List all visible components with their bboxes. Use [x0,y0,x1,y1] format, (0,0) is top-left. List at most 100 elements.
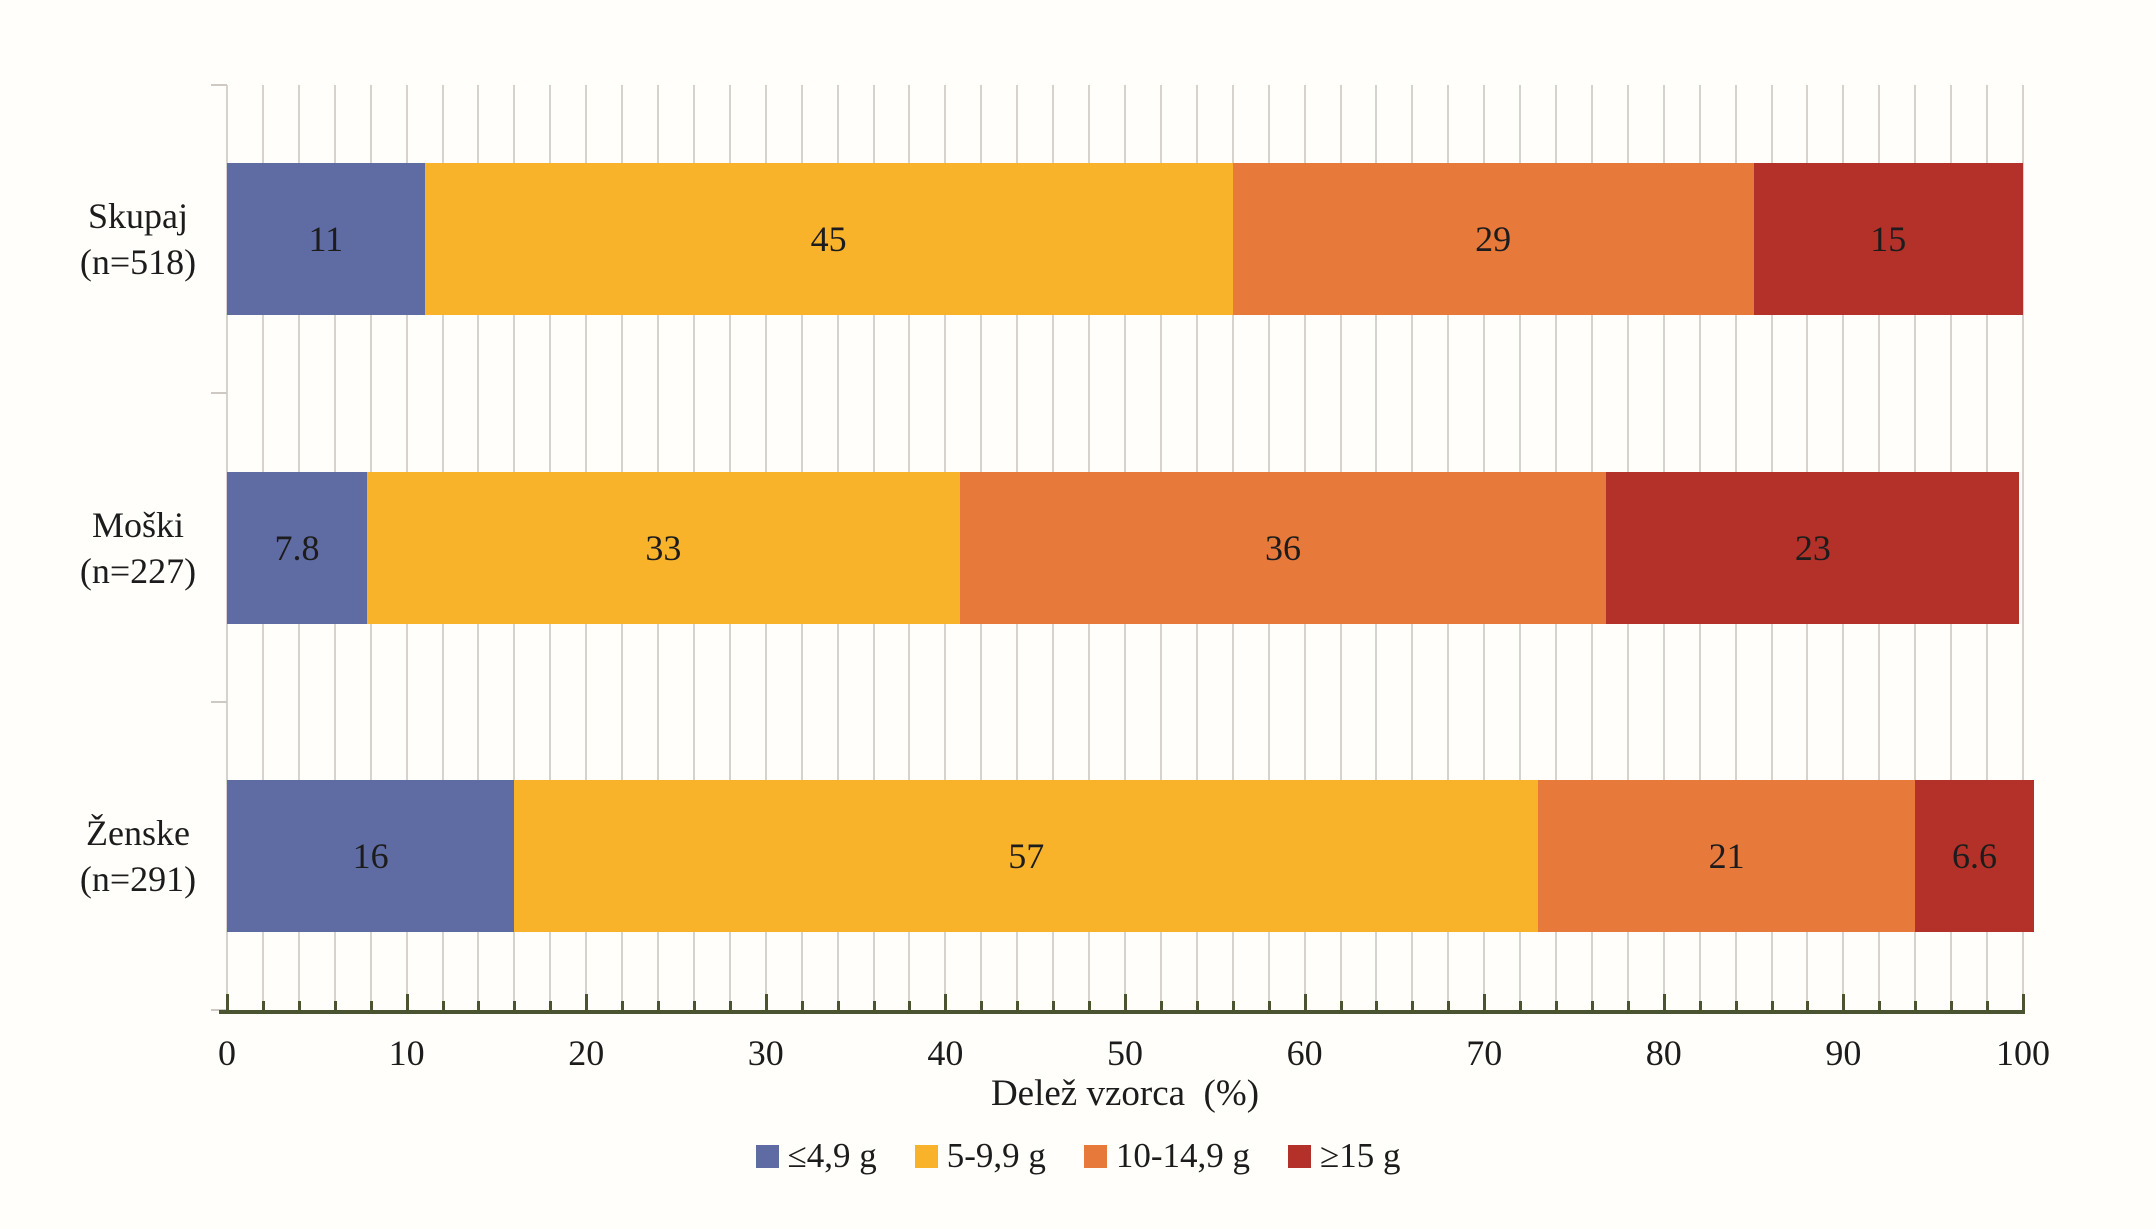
bar-segment: 16 [227,779,515,932]
x-axis-tick [1770,1001,1774,1010]
x-axis-tick [1483,994,1487,1010]
x-axis-tick [1626,1001,1630,1010]
x-axis-tick [585,994,589,1010]
x-axis-tick [333,1001,337,1010]
x-axis-tick [1986,1001,1990,1010]
bar-value-label: 23 [1794,527,1831,568]
bar-segment: 7.8 [227,471,368,624]
x-axis-tick [1555,1001,1559,1010]
x-axis-tick [226,994,229,1010]
category-count: (n=291) [79,858,197,899]
x-axis-tick [1842,994,1846,1010]
x-axis-tick [1339,1001,1343,1010]
legend-label: 10-14,9 g [1115,1136,1251,1175]
x-axis-tick [728,1001,732,1010]
x-axis-tick [477,1001,481,1010]
x-axis-tick [657,1001,661,1010]
x-axis-tick-label: 60 [1286,1033,1323,1073]
x-axis-tick [944,994,948,1010]
x-axis-tick [764,994,768,1010]
x-axis-tick [441,1001,445,1010]
x-axis-tick [836,1001,840,1010]
category-label: Moški (n=227) [52,501,224,593]
x-axis-tick [1698,1001,1702,1010]
legend-item: ≤4,9 g [755,1136,877,1176]
bar-segment: 23 [1606,471,2020,624]
x-axis-tick-label: 70 [1466,1033,1503,1073]
x-axis-tick [1806,1001,1810,1010]
bar-segment: 57 [514,779,1539,932]
x-axis-tick [369,1001,373,1010]
legend-label: ≤4,9 g [787,1136,877,1175]
x-axis-tick [1447,1001,1451,1010]
x-axis-tick [1303,994,1307,1010]
x-axis-title: Delež vzorca (%) [990,1073,1260,1114]
bar-value-label: 57 [1008,835,1045,876]
bar-value-label: 6.6 [1952,835,1997,876]
bar-value-label: 7.8 [274,527,320,568]
category-boundary-tick [211,700,227,703]
x-axis-tick [1052,1001,1056,1010]
x-axis-tick [800,1001,804,1010]
bar-row: 7.8 33 36 23 [227,471,2023,624]
x-axis-tick [980,1001,984,1010]
bar-value-label: 29 [1475,219,1512,260]
bar-value-label: 21 [1708,835,1745,876]
category-count: (n=518) [79,242,197,283]
legend-swatch [755,1144,779,1168]
x-axis-tick-label: 90 [1825,1033,1862,1073]
x-axis-tick-label: 40 [927,1033,964,1073]
x-axis-tick [297,1001,301,1010]
legend-swatch [1288,1144,1312,1168]
legend-swatch [914,1144,938,1168]
x-axis-tick [1411,1001,1415,1010]
x-axis-tick [692,1001,696,1010]
x-axis-line [219,1010,2025,1014]
category-name: Moški [91,504,185,545]
bar-segment: 15 [1753,163,2023,316]
bar-value-label: 45 [810,219,847,260]
bar-value-label: 11 [308,219,344,260]
bar-value-label: 16 [352,835,389,876]
x-axis-tick [2022,994,2025,1010]
legend-item: 5-9,9 g [914,1136,1046,1176]
x-axis-tick [1016,1001,1020,1010]
plot-area: 0 10 20 30 40 50 60 70 80 90 100 11 45 29 15 7.8 33 36 23 1… [211,84,2050,1073]
x-axis-tick-label: 50 [1107,1033,1143,1073]
x-axis-tick [1375,1001,1379,1010]
bar-segment: 36 [959,471,1607,624]
x-axis-tick [621,1001,625,1010]
bar-row: 11 45 29 15 [227,163,2023,316]
x-axis-tick [1950,1001,1954,1010]
bar-segment: 33 [367,471,960,624]
x-axis-tick [513,1001,517,1010]
category-boundary-tick [211,392,227,395]
bar-segment: 21 [1538,779,1916,932]
category-boundary-tick [211,84,227,86]
x-axis-tick-label: 10 [388,1033,425,1073]
bar-value-label: 33 [645,527,682,568]
legend-label: ≥15 g [1320,1136,1401,1175]
x-axis-tick-label: 0 [218,1033,236,1073]
x-axis-tick-label: 30 [747,1033,784,1073]
legend-item: ≥15 g [1288,1136,1401,1176]
bar-segment: 11 [227,163,425,316]
x-axis-tick [1159,1001,1163,1010]
x-axis-tick [1195,1001,1199,1010]
x-axis-tick [549,1001,553,1010]
x-axis-tick [1231,1001,1235,1010]
x-axis-tick [261,1001,265,1010]
x-axis-tick [1734,1001,1738,1010]
legend-swatch [1083,1144,1107,1168]
category-name: Ženske [86,812,190,853]
bar-value-label: 15 [1870,219,1907,260]
bar-value-label: 36 [1265,527,1302,568]
legend: ≤4,9 g 5-9,9 g 10-14,9 g ≥15 g [0,1136,2156,1176]
x-axis-tick [1124,994,1127,1010]
x-axis-tick [1662,994,1666,1010]
x-axis-tick [908,1001,912,1010]
x-axis-tick [1519,1001,1523,1010]
x-axis-tick [1088,1001,1092,1010]
bar-segment: 45 [424,163,1233,316]
